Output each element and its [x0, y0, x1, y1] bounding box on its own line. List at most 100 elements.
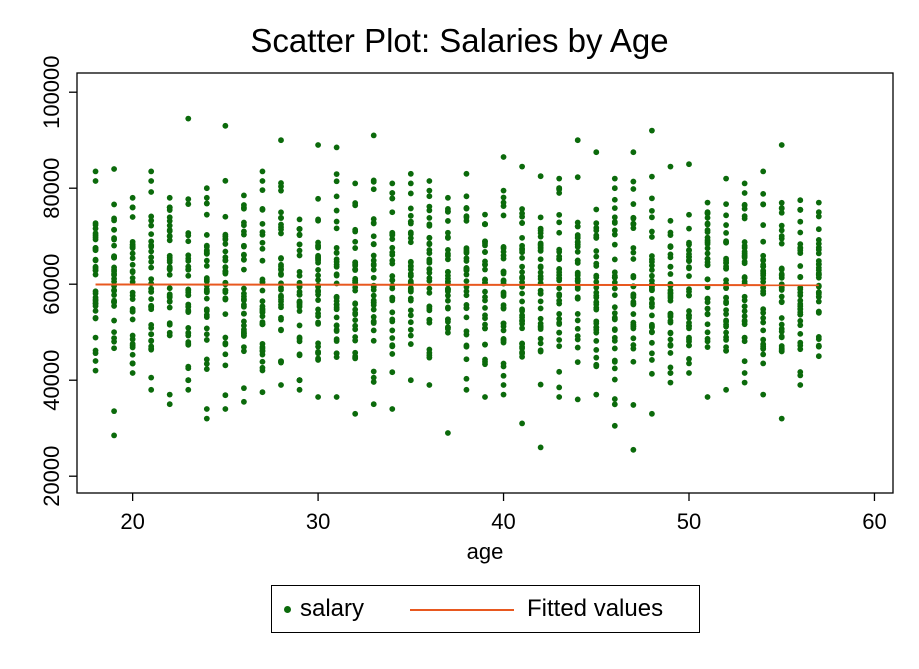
salary-point [741, 254, 748, 261]
salary-point [463, 288, 470, 295]
salary-point [352, 337, 359, 344]
salary-point [148, 217, 155, 224]
salary-point [704, 229, 711, 236]
salary-point [760, 315, 767, 321]
salary-point [92, 307, 99, 314]
salary-point [259, 229, 266, 236]
salary-point [519, 220, 525, 226]
salary-point [815, 298, 822, 305]
salary-point [723, 334, 729, 341]
salary-point [574, 260, 581, 266]
salary-point [185, 308, 192, 315]
salary-point [815, 294, 822, 300]
salary-point [296, 352, 303, 359]
salary-point [519, 242, 525, 249]
salary-point [370, 379, 377, 385]
salary-point [778, 199, 785, 206]
salary-point [667, 350, 674, 356]
salary-point [203, 406, 210, 412]
salary-point [778, 415, 785, 422]
salary-point [203, 200, 210, 207]
salary-point [519, 255, 525, 261]
salary-point [278, 294, 284, 301]
salary-point [166, 194, 173, 201]
salary-point [723, 386, 729, 393]
salary-point [148, 322, 155, 328]
salary-point [278, 137, 284, 144]
salary-point [166, 291, 173, 298]
salary-point [203, 360, 210, 367]
salary-point [315, 288, 321, 295]
salary-point [407, 319, 414, 326]
salary-point [500, 187, 507, 194]
salary-point [203, 325, 210, 332]
salary-point [611, 358, 618, 365]
salary-point [259, 206, 266, 213]
salary-point [426, 289, 433, 296]
salary-point [556, 368, 563, 375]
salary-point [222, 241, 229, 247]
salary-point [704, 250, 711, 257]
salary-point [185, 365, 192, 372]
salary-point [92, 367, 99, 374]
salary-point [259, 168, 266, 175]
x-tick-label: 30 [306, 509, 330, 534]
salary-point [519, 318, 525, 325]
salary-point [593, 391, 600, 398]
salary-point [148, 296, 155, 302]
salary-point [741, 358, 748, 365]
salary-point [166, 329, 173, 336]
salary-point [723, 222, 729, 228]
salary-point [667, 229, 674, 236]
salary-point [463, 375, 470, 382]
salary-point [519, 163, 525, 170]
salary-point [797, 322, 804, 329]
salary-point [352, 317, 359, 324]
salary-point [203, 312, 210, 318]
salary-point [370, 186, 377, 193]
salary-point [556, 311, 563, 317]
salary-point [333, 261, 340, 268]
x-axis-label: age [467, 539, 504, 564]
salary-point [352, 287, 359, 294]
salary-point [704, 299, 711, 306]
salary-point [760, 391, 767, 398]
salary-point [574, 333, 581, 339]
salary-point [500, 194, 507, 201]
salary-point [315, 394, 321, 400]
salary-point [241, 385, 247, 392]
salary-point [649, 267, 655, 273]
salary-point [463, 331, 470, 338]
salary-point [222, 213, 229, 220]
salary-point [593, 347, 600, 353]
salary-point [389, 406, 396, 412]
salary-point [315, 142, 321, 148]
salary-point [482, 266, 488, 273]
salary-point [389, 252, 396, 258]
salary-point [556, 211, 563, 218]
salary-point [166, 298, 173, 305]
salary-point [741, 275, 748, 281]
salary-point [333, 301, 340, 308]
salary-point [407, 332, 414, 339]
salary-point [704, 210, 711, 217]
salary-point [426, 259, 433, 266]
salary-point [741, 213, 748, 220]
salary-point [593, 324, 600, 331]
salary-point [611, 310, 618, 317]
salary-point [519, 263, 525, 270]
salary-point [611, 401, 618, 408]
salary-point [723, 230, 729, 236]
salary-point [370, 220, 377, 227]
salary-point [278, 215, 284, 221]
salary-point [686, 312, 692, 319]
salary-point [556, 384, 563, 391]
salary-point [704, 214, 711, 221]
salary-point [426, 178, 433, 184]
salary-point [500, 212, 507, 219]
salary-point [630, 249, 637, 256]
salary-point [500, 323, 507, 330]
salary-point [815, 213, 822, 220]
salary-point [166, 266, 173, 273]
salary-point [166, 222, 173, 229]
